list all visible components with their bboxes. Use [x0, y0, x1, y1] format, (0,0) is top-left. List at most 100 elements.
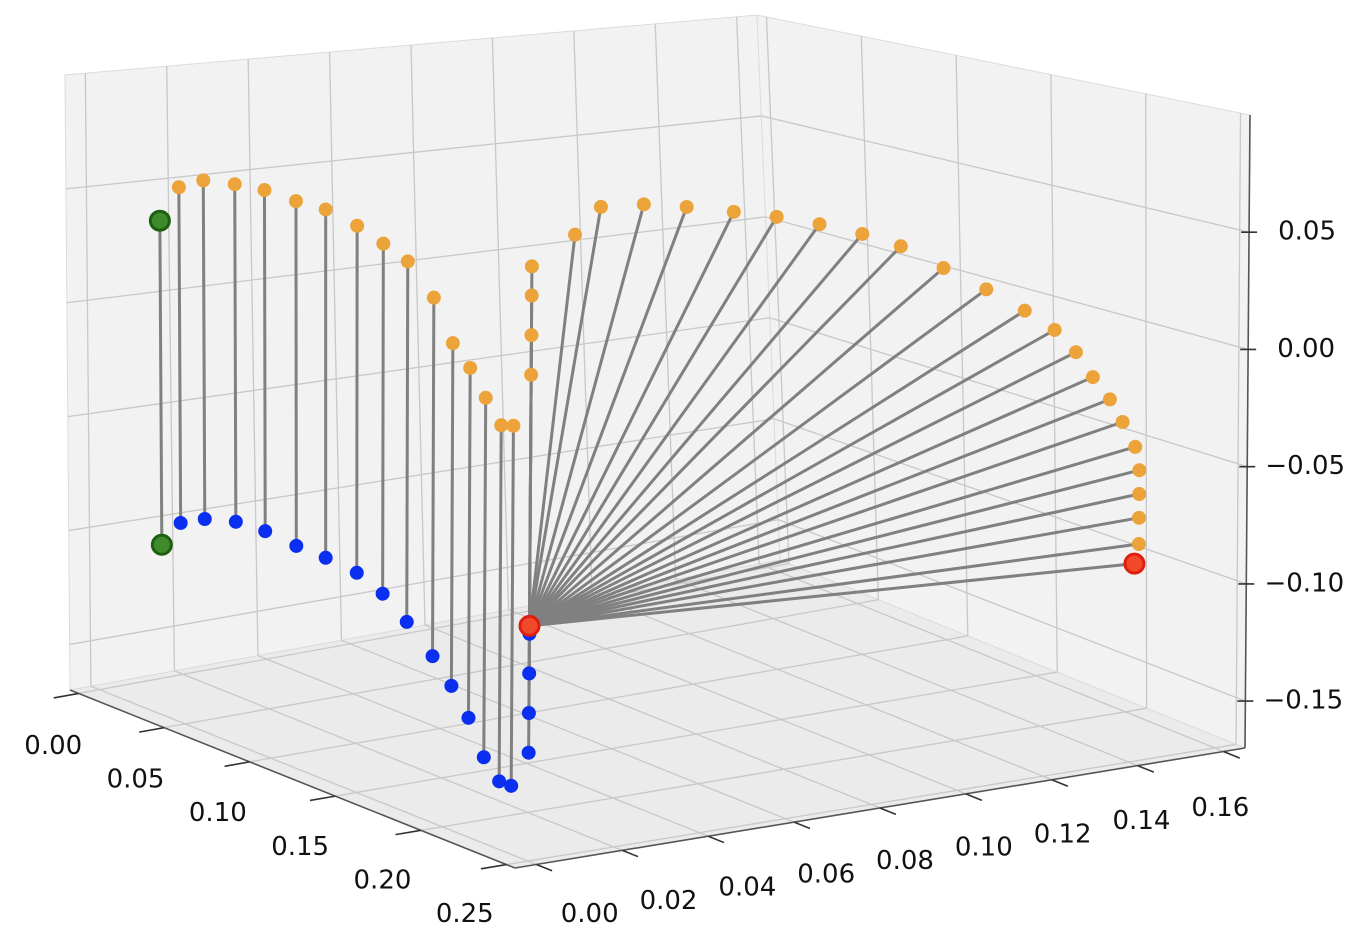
link-line [528, 266, 945, 627]
data-point [478, 390, 493, 405]
data-point [524, 259, 539, 274]
data-point [679, 199, 694, 214]
data-point [1068, 345, 1083, 360]
data-point [196, 173, 211, 188]
data-point [524, 328, 539, 343]
link-line [482, 397, 488, 758]
data-point [318, 550, 333, 565]
data-point [494, 418, 509, 433]
link-line [528, 206, 603, 627]
data-point [893, 239, 908, 254]
grid-line [247, 59, 259, 656]
data-point [425, 649, 440, 664]
data-point [812, 217, 827, 232]
link-line [528, 203, 646, 627]
grid-line [955, 55, 969, 636]
grid-line [410, 44, 426, 626]
link-line [177, 187, 183, 523]
grid-line [68, 418, 775, 532]
grid-line [67, 317, 770, 418]
data-point [769, 209, 784, 224]
x-axis-line [69, 689, 516, 869]
link-line [466, 367, 472, 718]
data-point [521, 745, 536, 760]
z-tick-label: 0.05 [1278, 217, 1336, 247]
x-tick [309, 795, 336, 802]
link-line [381, 243, 385, 594]
data-point [349, 565, 364, 580]
x-tick-label: 0.00 [24, 731, 82, 761]
data-point [1128, 439, 1143, 454]
x-tick-label: 0.15 [271, 832, 329, 862]
x-tick-label: 0.20 [354, 865, 412, 895]
link-line [528, 288, 988, 628]
y-tick-label: 0.14 [1113, 806, 1171, 836]
y-tick [1223, 750, 1241, 759]
grid-line [591, 593, 1053, 781]
data-point [289, 538, 304, 553]
highlight-point [1123, 552, 1146, 575]
grid-line [735, 16, 760, 564]
grid-line [90, 685, 537, 866]
data-point [288, 194, 303, 209]
grid-line [166, 66, 176, 671]
data-point [399, 614, 414, 629]
y-tick-label: 0.00 [561, 899, 619, 929]
grid-line [773, 418, 1247, 585]
data-point [1017, 303, 1032, 318]
data-point [445, 336, 460, 351]
data-point [524, 288, 539, 303]
data-point [257, 183, 272, 198]
data-point [979, 282, 994, 297]
x-tick-label: 0.05 [107, 765, 165, 795]
highlight-point [150, 533, 173, 556]
grid-line [769, 317, 1248, 468]
grid-line [69, 518, 779, 646]
grid-line [328, 52, 343, 641]
data-point [376, 236, 391, 251]
data-point [476, 750, 491, 765]
data-point [1115, 414, 1130, 429]
grid-line [1235, 113, 1242, 745]
data-point [1132, 510, 1147, 525]
y-tick-label: 0.02 [640, 886, 698, 916]
link-line [158, 220, 164, 545]
z-tick-label: −0.10 [1264, 568, 1344, 598]
y-tick-label: 0.04 [718, 873, 776, 903]
y-tick [707, 835, 725, 844]
data-point [171, 180, 186, 195]
data-point [521, 706, 536, 721]
data-point [1102, 392, 1117, 407]
link-line [528, 245, 902, 627]
link-line [528, 216, 778, 627]
data-point [504, 778, 519, 793]
x-tick-label: 0.25 [436, 899, 494, 929]
data-point [258, 524, 273, 539]
x-tick [480, 863, 507, 870]
x-tick [224, 761, 250, 768]
link-line [497, 425, 503, 782]
data-point [506, 418, 521, 433]
grid-line [765, 16, 790, 564]
link-line [529, 562, 1135, 628]
y-tick [965, 793, 983, 802]
link-line [527, 374, 533, 753]
data-point [375, 586, 390, 601]
data-point [228, 514, 243, 529]
data-point [461, 710, 476, 725]
data-point [1132, 487, 1147, 502]
link-line [431, 297, 436, 657]
link-line [528, 309, 1026, 628]
link-line [528, 223, 821, 627]
y-tick [622, 849, 639, 858]
link-line [528, 375, 1094, 628]
x-tick [53, 692, 79, 699]
link-line [528, 232, 864, 627]
grid-line [765, 216, 1249, 351]
highlight-point [148, 209, 171, 232]
link-line [262, 190, 267, 532]
data-point [350, 218, 365, 233]
grid-line [174, 670, 623, 851]
link-line [509, 425, 515, 786]
